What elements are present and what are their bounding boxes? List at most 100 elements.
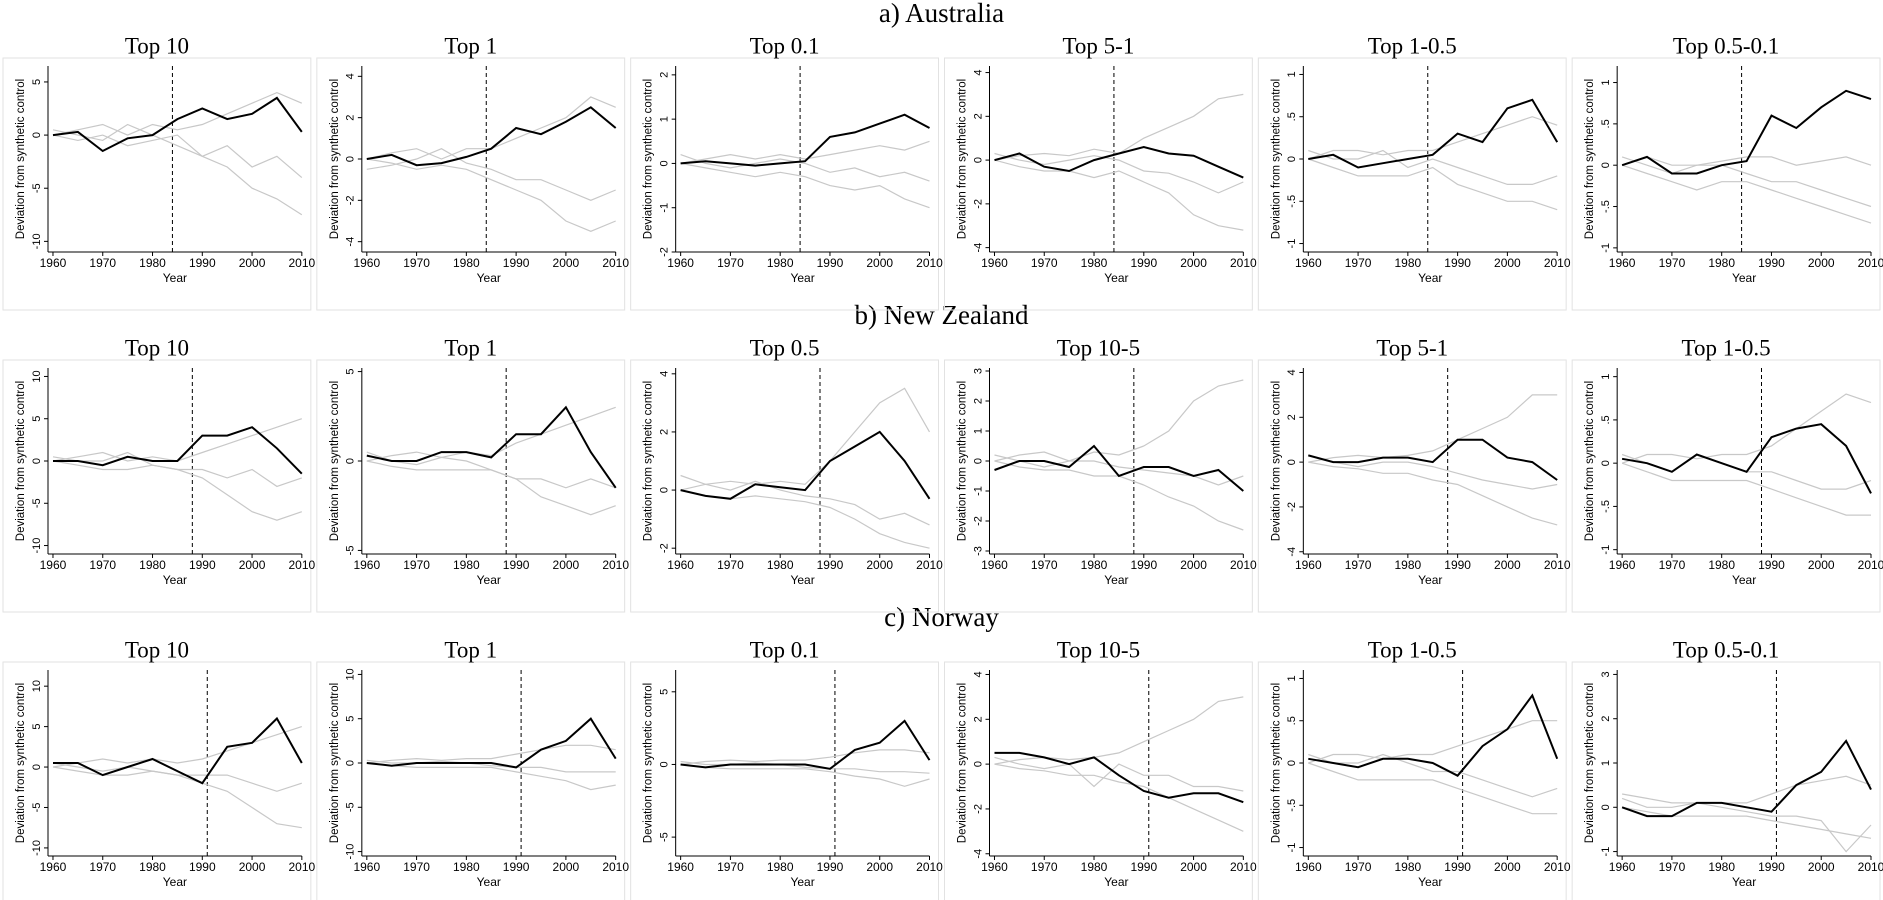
placebo-line: [680, 749, 930, 766]
x-tick-label: 1980: [1081, 860, 1108, 874]
x-tick-label: 1980: [139, 558, 166, 572]
y-tick-label: 0: [1286, 156, 1298, 162]
y-tick-label: 0: [659, 487, 671, 493]
placebo-line: [1621, 156, 1872, 208]
panel-title: Top 1: [444, 637, 497, 662]
x-tick-label: 1970: [89, 860, 116, 874]
panel-title: Top 10-5: [1057, 335, 1140, 360]
placebo-line: [52, 451, 302, 488]
placebo-line: [680, 387, 931, 491]
placebo-line: [680, 760, 930, 774]
y-axis-label: Deviation from synthetic control: [643, 79, 655, 239]
y-tick-label: -2: [345, 195, 357, 205]
panel-border: [630, 57, 940, 311]
placebo-line: [52, 91, 303, 136]
placebo-line: [1308, 720, 1558, 764]
x-tick-label: 2000: [1494, 860, 1521, 874]
x-axis-label: Year: [163, 271, 187, 285]
x-tick-label: 2010: [1230, 558, 1257, 572]
y-tick-label: .5: [1286, 112, 1298, 121]
placebo-line: [1308, 753, 1558, 798]
y-tick-label: 2: [972, 113, 984, 119]
x-axis-label: Year: [1104, 573, 1128, 587]
panel-title: Top 1-0.5: [1682, 335, 1771, 360]
y-tick-label: -5: [31, 183, 43, 193]
x-tick-label: 1990: [503, 860, 530, 874]
y-tick-label: -2: [972, 804, 984, 814]
placebo-line: [1308, 394, 1558, 463]
panel: Top 0.5-0.1 -1 -.5 0 .5 1 1960 1970 1980 1990 2000…: [1571, 33, 1883, 311]
y-tick-label: -5: [31, 803, 43, 813]
panel: Top 10 -10 -5 0 5 10 1960 1970 1980 1990 2000 2010 Y…: [2, 335, 316, 613]
y-tick-label: 1: [1286, 71, 1298, 77]
y-tick-label: 4: [659, 371, 671, 377]
x-tick-label: 1960: [1609, 558, 1636, 572]
panel: Top 0.1 -5 0 5 1960 1970 1980 1990 2000 2010 Year D…: [630, 637, 943, 900]
y-tick-label: 1: [1600, 79, 1612, 85]
y-tick-label: -1: [659, 203, 671, 213]
panel: Top 5-1 -4 -2 0 2 4 1960 1970 1980 1990 2000 2010 Ye…: [1257, 335, 1571, 613]
y-tick-label: -2: [972, 516, 984, 526]
x-tick-label: 1980: [767, 860, 794, 874]
x-tick-label: 2000: [1808, 256, 1835, 270]
placebo-line: [52, 766, 302, 829]
x-tick-label: 1970: [1345, 558, 1372, 572]
y-tick-label: -4: [345, 237, 357, 247]
y-axis-label: Deviation from synthetic control: [329, 79, 341, 239]
x-tick-label: 1960: [40, 256, 67, 270]
placebo-line: [680, 489, 930, 549]
placebo-line: [994, 696, 1244, 765]
y-tick-label: -3: [972, 546, 984, 556]
x-tick-label: 2000: [866, 558, 893, 572]
x-tick-label: 1990: [1758, 860, 1785, 874]
y-tick-label: 0: [31, 132, 43, 138]
panel-border: [944, 57, 1253, 311]
x-tick-label: 1960: [981, 256, 1008, 270]
y-tick-label: 5: [345, 716, 357, 722]
x-tick-label: 1980: [1081, 558, 1108, 572]
x-tick-label: 1960: [1295, 256, 1322, 270]
x-tick-label: 2010: [602, 256, 629, 270]
x-axis-label: Year: [1732, 271, 1756, 285]
x-tick-label: 2010: [1858, 860, 1883, 874]
y-tick-label: -10: [345, 844, 357, 860]
y-tick-label: -4: [972, 243, 984, 253]
panel-border: [1257, 359, 1567, 613]
y-axis-label: Deviation from synthetic control: [15, 683, 27, 843]
x-tick-label: 2000: [1180, 860, 1207, 874]
x-tick-label: 1960: [667, 860, 694, 874]
treated-line: [1621, 423, 1872, 494]
placebo-line: [1621, 462, 1871, 516]
x-tick-label: 1970: [1345, 860, 1372, 874]
x-tick-label: 1990: [817, 860, 844, 874]
y-tick-label: -.5: [1286, 799, 1298, 812]
panel-title: Top 0.5-0.1: [1673, 33, 1779, 58]
x-axis-label: Year: [790, 573, 814, 587]
y-tick-label: .5: [1600, 415, 1612, 424]
panel-border: [2, 57, 312, 311]
x-tick-label: 1960: [1295, 860, 1322, 874]
x-tick-label: 1960: [353, 256, 380, 270]
placebo-line: [366, 406, 616, 462]
panel-title: Top 0.5-0.1: [1673, 637, 1779, 662]
placebo-line: [1308, 149, 1558, 185]
x-tick-label: 1960: [667, 256, 694, 270]
x-tick-label: 2000: [1808, 860, 1835, 874]
y-axis-label: Deviation from synthetic control: [957, 79, 969, 239]
x-tick-label: 1990: [1444, 860, 1471, 874]
y-tick-label: -10: [31, 538, 43, 554]
x-axis-label: Year: [1732, 875, 1756, 889]
y-tick-label: 0: [31, 764, 43, 770]
panel-border: [2, 359, 312, 613]
y-tick-label: 1: [659, 116, 671, 122]
treated-line: [680, 719, 931, 770]
y-tick-label: 1: [1286, 675, 1298, 681]
treated-line: [52, 96, 303, 153]
y-tick-label: 4: [972, 70, 984, 76]
placebo-line: [366, 762, 616, 791]
panel-border: [2, 661, 312, 900]
y-axis-label: Deviation from synthetic control: [1270, 79, 1282, 239]
x-tick-label: 1990: [189, 860, 216, 874]
placebo-line: [52, 726, 302, 768]
x-tick-label: 1970: [1659, 256, 1686, 270]
